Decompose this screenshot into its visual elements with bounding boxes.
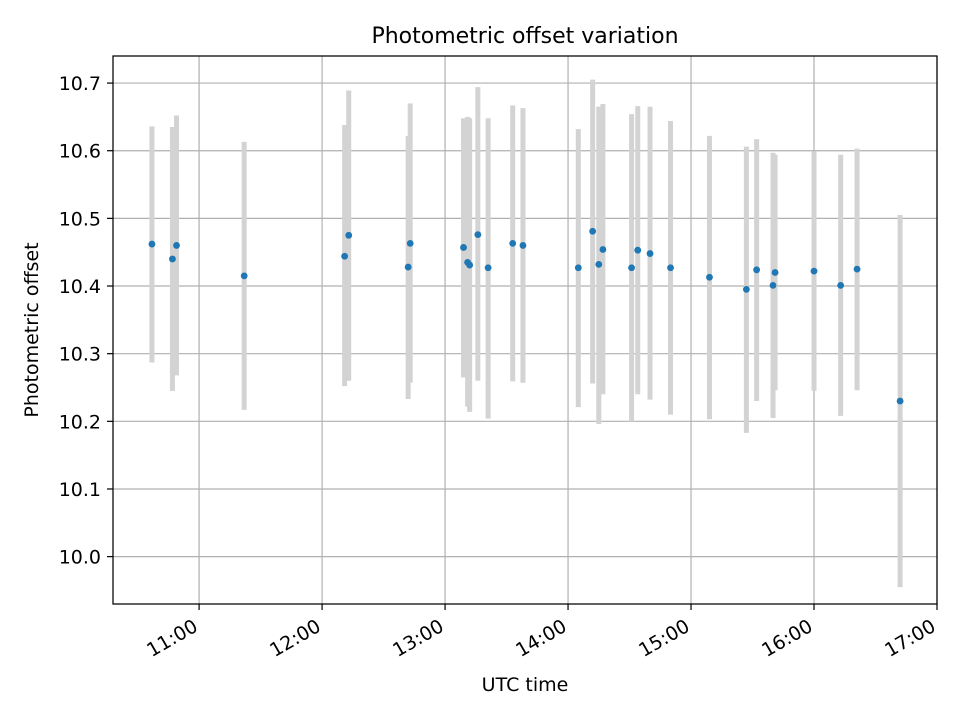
data-point <box>509 240 517 247</box>
data-point <box>896 397 904 405</box>
data-point <box>148 240 156 248</box>
y-tick-label: 10.0 <box>59 547 101 569</box>
data-point <box>595 260 603 268</box>
y-tick-label: 10.1 <box>59 479 101 501</box>
x-axis-label: UTC time <box>482 674 569 696</box>
data-point <box>169 255 176 263</box>
data-point <box>646 250 654 257</box>
y-tick-label: 10.7 <box>59 73 101 95</box>
data-point <box>574 264 582 272</box>
data-point <box>667 264 674 272</box>
data-point <box>706 273 713 281</box>
data-point <box>769 281 777 289</box>
data-point <box>810 267 818 275</box>
data-point <box>240 272 248 280</box>
y-tick-label: 10.4 <box>59 276 101 298</box>
plot-frame <box>112 55 938 605</box>
data-point <box>341 252 349 260</box>
data-point <box>406 240 414 247</box>
data-point <box>837 281 845 289</box>
data-point <box>753 266 761 274</box>
y-tick-label: 10.2 <box>59 411 101 433</box>
data-point <box>345 231 353 239</box>
data-point <box>589 227 597 235</box>
data-point <box>519 242 527 249</box>
data-point <box>771 269 779 276</box>
data-point <box>474 231 482 239</box>
y-tick-label: 10.3 <box>59 344 101 366</box>
data-point <box>742 286 750 293</box>
point-layer <box>148 227 904 405</box>
y-axis-label: Photometric offset <box>21 242 43 417</box>
data-point <box>466 261 474 269</box>
data-point <box>634 246 642 254</box>
y-tick-label: 10.6 <box>59 141 101 163</box>
data-point <box>173 242 180 249</box>
chart-title: Photometric offset variation <box>371 24 678 49</box>
data-point <box>404 263 412 271</box>
data-point <box>460 244 467 251</box>
data-point <box>628 264 635 272</box>
y-tick-label: 10.5 <box>59 208 101 230</box>
data-point <box>599 246 607 253</box>
data-point <box>853 265 861 273</box>
data-point <box>484 264 492 272</box>
